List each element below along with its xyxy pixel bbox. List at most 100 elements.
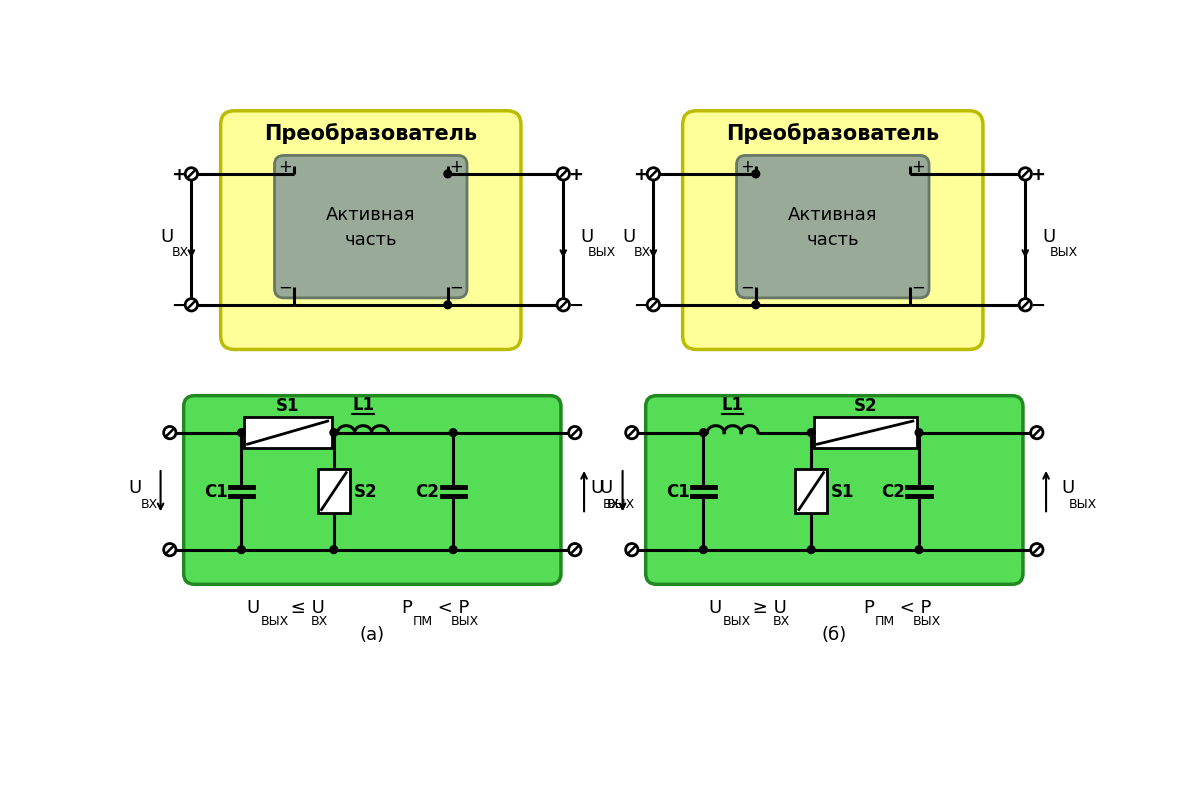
Bar	[795, 469, 827, 514]
Circle shape	[647, 299, 659, 311]
Text: L1: L1	[722, 395, 743, 413]
Circle shape	[752, 302, 760, 310]
Text: ≤ U: ≤ U	[285, 598, 325, 617]
Text: +: +	[633, 166, 649, 184]
Circle shape	[185, 168, 198, 180]
Text: S2: S2	[354, 483, 378, 500]
Text: −: −	[171, 297, 187, 314]
Circle shape	[558, 168, 570, 180]
Circle shape	[626, 544, 638, 556]
Circle shape	[444, 171, 452, 179]
Circle shape	[807, 429, 815, 437]
Text: Активная
часть: Активная часть	[326, 206, 416, 249]
Text: −: −	[911, 279, 926, 297]
Text: < P: < P	[433, 598, 470, 617]
Text: ПМ: ПМ	[875, 614, 896, 627]
FancyBboxPatch shape	[736, 156, 929, 298]
Text: L1: L1	[353, 395, 374, 413]
Circle shape	[163, 427, 176, 439]
Text: −: −	[278, 279, 293, 297]
Text: Преобразователь: Преобразователь	[264, 123, 477, 144]
Text: S2: S2	[854, 397, 876, 415]
Text: ВЫХ: ВЫХ	[607, 498, 635, 511]
Circle shape	[1031, 544, 1043, 556]
FancyBboxPatch shape	[221, 111, 520, 350]
Circle shape	[915, 546, 923, 554]
Circle shape	[330, 546, 338, 554]
Circle shape	[647, 168, 659, 180]
Circle shape	[568, 427, 582, 439]
FancyBboxPatch shape	[275, 156, 468, 298]
Text: Активная
часть: Активная часть	[788, 206, 878, 249]
Text: (б): (б)	[821, 626, 846, 643]
Text: +: +	[568, 166, 583, 184]
Text: +: +	[740, 158, 754, 176]
Text: P: P	[863, 598, 874, 617]
Text: ВХ: ВХ	[772, 614, 790, 627]
Text: C1: C1	[665, 483, 689, 500]
Bar	[814, 418, 917, 448]
Circle shape	[237, 429, 246, 437]
FancyBboxPatch shape	[646, 396, 1023, 585]
Text: Преобразователь: Преобразователь	[727, 123, 939, 144]
Circle shape	[752, 171, 760, 179]
Circle shape	[330, 429, 338, 437]
Text: ВЫХ: ВЫХ	[912, 614, 941, 627]
Text: +: +	[450, 158, 463, 176]
Bar	[318, 469, 350, 514]
Text: U: U	[246, 598, 260, 617]
Circle shape	[237, 546, 246, 554]
Circle shape	[568, 544, 582, 556]
Text: ВЫХ: ВЫХ	[260, 614, 289, 627]
Text: U: U	[1042, 227, 1055, 245]
Bar	[243, 418, 331, 448]
Text: U: U	[600, 479, 613, 496]
Text: −: −	[633, 297, 649, 314]
Circle shape	[699, 546, 707, 554]
Text: +: +	[1030, 166, 1046, 184]
Text: ВЫХ: ВЫХ	[723, 614, 751, 627]
Circle shape	[1019, 299, 1031, 311]
Text: U: U	[1061, 479, 1074, 496]
Text: ВХ: ВХ	[171, 245, 188, 258]
Text: ВЫХ: ВЫХ	[1050, 245, 1078, 258]
Text: U: U	[709, 598, 722, 617]
Text: C1: C1	[204, 483, 228, 500]
FancyBboxPatch shape	[682, 111, 983, 350]
Text: U: U	[128, 479, 141, 496]
Text: (а): (а)	[360, 626, 385, 643]
Text: ВХ: ВХ	[633, 245, 651, 258]
Text: ВХ: ВХ	[603, 498, 620, 511]
Text: U: U	[161, 227, 174, 245]
Text: ВЫХ: ВЫХ	[1070, 498, 1097, 511]
Text: ≥ U: ≥ U	[747, 598, 788, 617]
Circle shape	[915, 429, 923, 437]
Text: U: U	[591, 479, 604, 496]
Text: S1: S1	[276, 397, 300, 415]
Circle shape	[626, 427, 638, 439]
Text: −: −	[1030, 297, 1046, 314]
Text: ВХ: ВХ	[311, 614, 329, 627]
Circle shape	[185, 299, 198, 311]
Text: < P: < P	[894, 598, 932, 617]
Text: +: +	[278, 158, 293, 176]
FancyBboxPatch shape	[183, 396, 561, 585]
Circle shape	[163, 544, 176, 556]
Text: −: −	[450, 279, 463, 297]
Text: C2: C2	[415, 483, 439, 500]
Text: ВЫХ: ВЫХ	[588, 245, 616, 258]
Circle shape	[1031, 427, 1043, 439]
Text: ПМ: ПМ	[414, 614, 433, 627]
Text: U: U	[622, 227, 635, 245]
Text: P: P	[402, 598, 412, 617]
Text: U: U	[580, 227, 594, 245]
Text: ВХ: ВХ	[140, 498, 158, 511]
Circle shape	[444, 302, 452, 310]
Circle shape	[450, 429, 457, 437]
Circle shape	[1019, 168, 1031, 180]
Text: +: +	[911, 158, 926, 176]
Text: S1: S1	[831, 483, 855, 500]
Text: +: +	[171, 166, 187, 184]
Text: −: −	[568, 297, 583, 314]
Text: −: −	[740, 279, 754, 297]
